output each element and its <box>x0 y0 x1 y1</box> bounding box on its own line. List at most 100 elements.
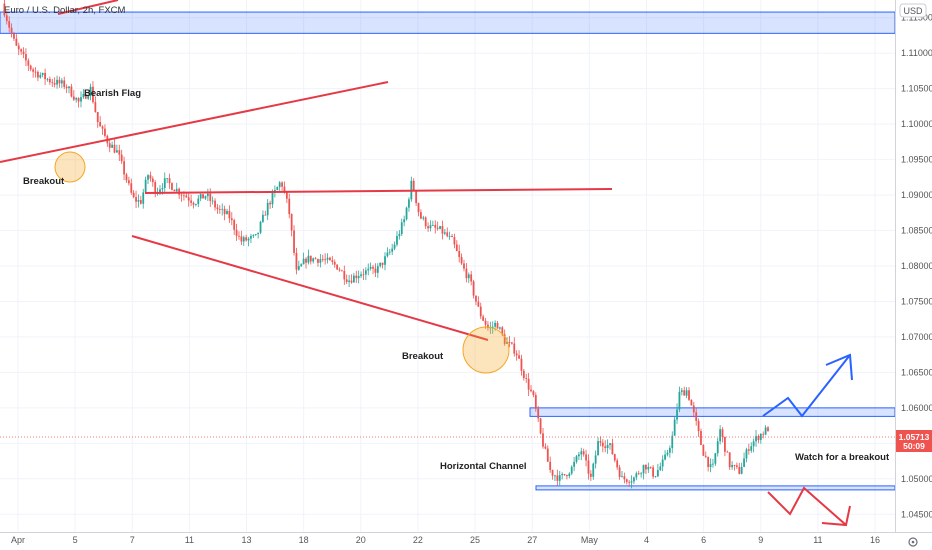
price-tick-label: 1.11000 <box>901 48 932 58</box>
candle-body <box>101 126 104 129</box>
candle-body <box>439 226 441 229</box>
candle-body <box>125 174 128 181</box>
candle-body <box>592 463 595 477</box>
time-axis[interactable]: Apr 5 7 11 13 18 20 22 25 27 May 4 6 9 11 16 <box>11 535 880 545</box>
candle-body <box>173 189 176 192</box>
candle-body <box>204 196 207 199</box>
candle-body <box>381 262 384 265</box>
candle-body <box>580 451 583 455</box>
bullish-projection-arrow[interactable] <box>762 354 851 418</box>
top-left-trendline[interactable] <box>57 0 119 15</box>
resistance-line[interactable] <box>144 188 613 194</box>
candle-body <box>489 327 492 329</box>
candle-body <box>25 54 27 61</box>
candle-body <box>546 448 549 462</box>
candle-body <box>326 257 329 260</box>
candle-body <box>218 209 221 210</box>
breakout-highlight-circle-1[interactable] <box>54 151 86 183</box>
breakout-highlight-circle-2[interactable] <box>462 326 510 374</box>
bearish-flag-upper-trendline[interactable] <box>0 81 389 163</box>
candle-body <box>214 200 216 208</box>
candle-body <box>733 465 736 466</box>
countdown-label: 50:09 <box>903 441 925 451</box>
svg-text:USD: USD <box>903 6 923 16</box>
candle-body <box>417 203 420 213</box>
candle-body <box>405 207 408 220</box>
bullish-arrow-head <box>825 353 853 381</box>
candle-body <box>487 324 489 328</box>
candle-body <box>209 193 212 201</box>
candle-body <box>477 301 480 307</box>
candle-body <box>434 224 437 228</box>
candle-body <box>759 433 762 441</box>
price-zone[interactable] <box>535 485 896 491</box>
candle-body <box>702 444 705 456</box>
chart-title: Euro / U.S. Dollar, 2h, FXCM <box>4 5 126 16</box>
descending-support-line[interactable] <box>131 235 489 341</box>
candle-body <box>336 264 339 270</box>
price-zone[interactable] <box>0 11 896 34</box>
price-tick-label: 1.07500 <box>901 296 932 306</box>
candle-body <box>171 183 173 190</box>
candle-body <box>151 178 154 183</box>
candle-body <box>3 3 6 16</box>
candle-body <box>329 257 331 261</box>
candle-body <box>259 221 262 233</box>
candle-body <box>360 274 362 277</box>
time-tick-label: 27 <box>527 535 537 545</box>
currency-badge[interactable]: USD <box>899 3 927 18</box>
candle-body <box>695 412 698 421</box>
candle-body <box>587 460 590 474</box>
candle-body <box>391 248 394 252</box>
candle-body <box>563 474 566 476</box>
candle-body <box>374 268 377 273</box>
price-tick-label: 1.05000 <box>901 474 932 484</box>
candle-body <box>738 466 741 474</box>
candle-body <box>92 86 94 103</box>
candle-body <box>22 51 25 55</box>
candle-body <box>278 182 281 188</box>
candle-body <box>319 259 322 263</box>
candle-body <box>379 262 382 267</box>
candle-body <box>692 405 695 413</box>
candle-body <box>735 465 738 467</box>
candle-body <box>82 93 85 98</box>
candle-body <box>726 451 729 453</box>
candle-body <box>376 266 379 273</box>
candle-body <box>594 455 597 464</box>
candle-body <box>111 144 114 148</box>
candle-body <box>400 222 403 234</box>
annotation-breakout-2: Breakout <box>402 351 444 362</box>
chart-annotations: Bearish Flag Breakout Breakout Horizonta… <box>23 88 890 472</box>
candle-body <box>233 220 236 230</box>
candle-body <box>163 178 166 189</box>
candle-body <box>656 470 659 477</box>
candle-body <box>542 433 544 447</box>
candle-body <box>295 252 298 270</box>
candle-body <box>700 431 702 445</box>
candle-body <box>118 150 121 155</box>
price-tick-label: 1.08500 <box>901 226 932 236</box>
candle-body <box>568 473 571 477</box>
candle-body <box>757 436 760 441</box>
candle-body <box>403 219 406 223</box>
chart-settings-icon[interactable] <box>908 537 918 547</box>
candle-body <box>604 446 607 448</box>
bearish-projection-arrow[interactable] <box>767 486 847 526</box>
candle-body <box>228 211 231 219</box>
candle-body <box>10 27 13 34</box>
candle-body <box>719 429 722 442</box>
candle-body <box>149 175 152 179</box>
price-zone[interactable] <box>529 407 896 417</box>
candle-body <box>352 275 355 283</box>
candle-body <box>724 436 726 452</box>
candle-body <box>216 207 219 210</box>
candle-body <box>731 465 733 468</box>
candle-body <box>367 268 370 271</box>
candle-body <box>63 80 66 87</box>
candle-body <box>94 102 97 112</box>
candle-body <box>577 454 580 457</box>
candle-body <box>262 214 264 222</box>
candle-body <box>46 78 49 80</box>
